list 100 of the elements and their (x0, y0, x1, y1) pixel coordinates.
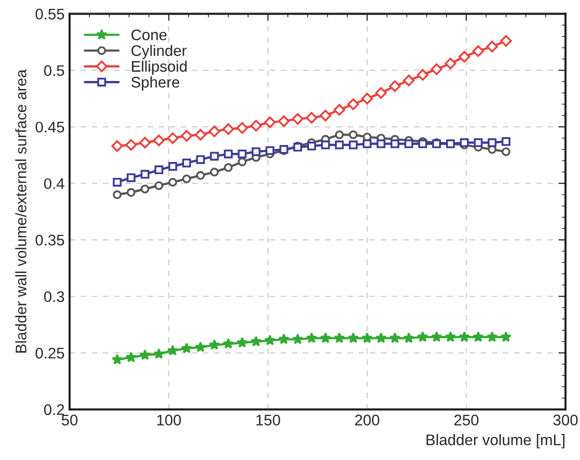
point (167, 344, 178, 356)
point (307, 142, 316, 150)
point (348, 140, 358, 150)
point (320, 110, 332, 122)
point (168, 178, 178, 187)
point (140, 184, 150, 194)
point (348, 332, 359, 344)
point (362, 332, 373, 344)
y-tick-label: 0.4 (44, 178, 64, 190)
point (112, 190, 122, 200)
point (250, 120, 262, 132)
point (112, 354, 123, 365)
point (486, 331, 498, 342)
point (500, 331, 512, 342)
point (168, 162, 178, 171)
point (486, 40, 498, 52)
y-tick-label: 0.25 (36, 348, 64, 359)
point (180, 130, 192, 142)
x-tick-label: 250 (454, 414, 478, 426)
point (250, 336, 262, 346)
point (375, 332, 387, 344)
legend-label: Cylinder (131, 44, 186, 60)
x-axis-title: Bladder volume [mL] (426, 434, 564, 448)
point (182, 158, 192, 168)
point (181, 342, 192, 354)
point (154, 181, 164, 190)
x-tick-label: 300 (553, 414, 578, 426)
point (376, 139, 386, 148)
point (334, 104, 346, 116)
y-axis-title: Bladder wall volume/external surface area (15, 69, 26, 353)
point (403, 332, 414, 344)
point (196, 155, 205, 164)
point (238, 150, 247, 158)
point (278, 334, 290, 344)
point (402, 74, 415, 86)
point (306, 332, 318, 344)
point (418, 139, 428, 148)
point (264, 116, 276, 128)
point (404, 139, 414, 148)
point (278, 115, 290, 127)
point (362, 139, 372, 148)
y-tick-label: 0.45 (36, 122, 64, 133)
point (222, 338, 234, 349)
y-tick-label: 0.35 (36, 234, 64, 246)
point (126, 173, 136, 182)
point (502, 147, 510, 156)
point (292, 113, 304, 125)
point (474, 138, 483, 148)
x-tick-label: 150 (256, 414, 280, 426)
y-tick-label: 0.55 (36, 8, 64, 20)
point (111, 140, 124, 152)
point (236, 336, 248, 348)
point (472, 45, 484, 57)
point (139, 349, 151, 360)
point (375, 87, 387, 99)
point (252, 147, 260, 156)
legend-label: Sphere (131, 76, 180, 91)
x-tick-label: 50 (62, 414, 78, 426)
point (488, 138, 496, 148)
point (306, 112, 318, 124)
point (238, 157, 247, 166)
point (125, 139, 137, 151)
point (472, 331, 484, 342)
point (210, 152, 219, 161)
point (334, 130, 344, 140)
point (236, 122, 248, 134)
point (153, 134, 165, 146)
point (194, 341, 206, 352)
point (264, 334, 276, 346)
point (208, 339, 220, 350)
point (502, 137, 510, 146)
point (182, 174, 192, 184)
point (361, 92, 373, 104)
point (222, 123, 234, 135)
point (224, 150, 233, 158)
point (194, 128, 206, 141)
y-tick-label: 0.2 (44, 404, 64, 416)
point (320, 332, 332, 344)
point (126, 352, 137, 362)
point (458, 50, 470, 63)
point (444, 331, 456, 342)
legend-label: Ellipsoid (132, 60, 187, 75)
point (458, 331, 470, 342)
point (112, 178, 122, 187)
x-tick-label: 200 (355, 414, 380, 426)
y-tick-label: 0.5 (44, 65, 64, 76)
point (292, 334, 304, 344)
point (140, 170, 150, 179)
y-tick-label: 0.3 (44, 291, 64, 302)
point (153, 348, 164, 359)
point (500, 35, 512, 47)
point (224, 163, 233, 172)
x-tick-label: 100 (157, 414, 181, 426)
point (166, 132, 179, 144)
point (444, 58, 456, 70)
point (347, 98, 360, 110)
point (417, 331, 428, 342)
point (431, 331, 442, 342)
point (334, 332, 345, 344)
point (390, 139, 400, 148)
